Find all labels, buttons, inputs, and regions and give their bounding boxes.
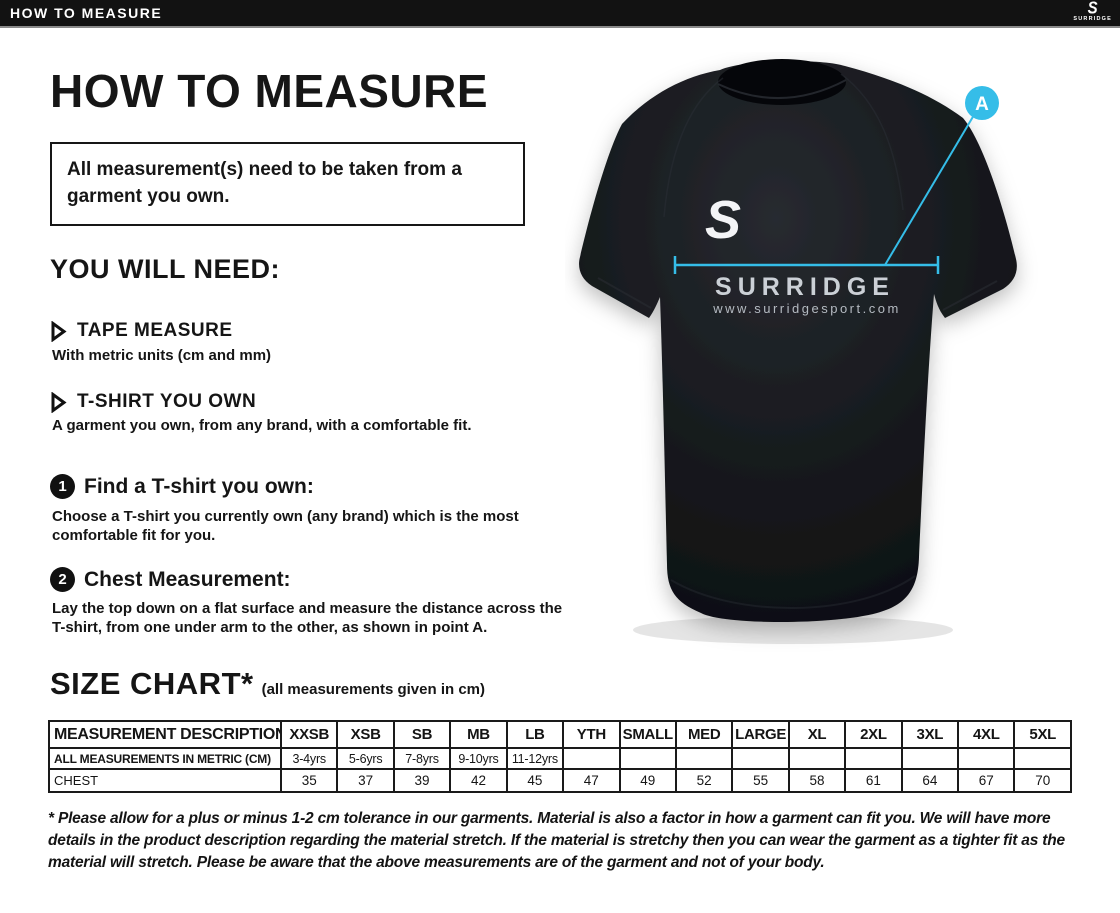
header-bar: HOW TO MEASURE S SURRIDGE — [0, 0, 1120, 28]
need-item-desc: With metric units (cm and mm) — [52, 347, 272, 364]
step-1: 1 Find a T-shirt you own: — [50, 474, 314, 499]
chest-value: 47 — [562, 768, 621, 793]
row-label: CHEST — [48, 768, 282, 793]
age-cell — [562, 747, 621, 770]
triangle-bullet-icon — [51, 320, 67, 342]
column-header: MED — [674, 720, 734, 749]
column-header: YTH — [562, 720, 621, 749]
disclaimer-text: * Please allow for a plus or minus 1-2 c… — [48, 810, 1065, 871]
left-cuff-seam — [597, 277, 652, 309]
step-2: 2 Chest Measurement: — [50, 567, 291, 592]
column-header: MEASUREMENT DESCRIPTION — [48, 720, 282, 749]
chest-value: 42 — [449, 768, 508, 793]
age-cell — [844, 747, 903, 770]
chest-value: 49 — [618, 768, 677, 793]
chest-value: 67 — [957, 768, 1016, 793]
age-cell — [674, 747, 734, 770]
chest-value: 70 — [1013, 768, 1072, 793]
size-chart-header-row: MEASUREMENT DESCRIPTION XXSB XSB SB MB L… — [48, 720, 1072, 749]
age-cell — [618, 747, 677, 770]
triangle-bullet-icon — [51, 391, 67, 413]
age-cell: 7-8yrs — [392, 747, 452, 770]
column-header: XL — [787, 720, 847, 749]
step-1-desc: Choose a T-shirt you currently own (any … — [52, 508, 519, 545]
step-2-title: Chest Measurement: — [84, 567, 291, 591]
chest-value: 52 — [674, 768, 734, 793]
chest-value: 55 — [731, 768, 790, 793]
shirt-brand-text: SURRIDGE — [715, 273, 895, 301]
step-1-title: Find a T-shirt you own: — [84, 474, 314, 498]
shirt-shadow — [633, 616, 953, 644]
marker-a-label: A — [975, 94, 989, 115]
size-chart-chest-row: CHEST 35 37 39 42 45 47 49 52 55 58 61 6… — [48, 768, 1072, 793]
need-item-desc: A garment you own, from any brand, with … — [52, 417, 472, 434]
chest-value: 39 — [392, 768, 452, 793]
page-title: HOW TO MEASURE — [50, 65, 489, 117]
column-header: SB — [392, 720, 452, 749]
age-cell: 5-6yrs — [336, 747, 395, 770]
step-2-number-badge: 2 — [50, 567, 75, 592]
column-header: 2XL — [844, 720, 903, 749]
chest-value: 37 — [336, 768, 395, 793]
age-cell: 3-4yrs — [279, 747, 339, 770]
hem-seam — [670, 575, 916, 609]
age-cell — [900, 747, 960, 770]
age-cell: 9-10yrs — [449, 747, 508, 770]
column-header: MB — [449, 720, 508, 749]
need-item-tape-measure: TAPE MEASURE — [50, 320, 233, 342]
row-label: ALL MEASUREMENTS IN METRIC (CM) — [48, 747, 282, 770]
notice-box: All measurement(s) need to be taken from… — [50, 142, 525, 226]
step-2-desc: Lay the top down on a flat surface and m… — [52, 600, 563, 637]
right-shoulder-seam — [840, 73, 904, 211]
size-chart-age-row: ALL MEASUREMENTS IN METRIC (CM) 3-4yrs 5… — [48, 747, 1072, 770]
column-header: LB — [505, 720, 565, 749]
age-cell — [957, 747, 1016, 770]
size-chart-heading: SIZE CHART* (all measurements given in c… — [50, 666, 485, 702]
surridge-logo-word: SURRIDGE — [1073, 16, 1112, 22]
chest-value: 45 — [505, 768, 565, 793]
surridge-logo: S SURRIDGE — [1073, 0, 1112, 23]
marker-a-circle — [965, 86, 999, 120]
chest-value: 58 — [787, 768, 847, 793]
chest-measurement-annotation: A — [673, 86, 999, 274]
marker-leader-line — [884, 114, 975, 266]
step-1-number-badge: 1 — [50, 474, 75, 499]
tshirt-svg: S SURRIDGE www.surridgesport.com A — [579, 59, 1017, 644]
column-header: XSB — [336, 720, 395, 749]
shirt-url-text: www.surridgesport.com — [712, 301, 901, 316]
age-cell: 11-12yrs — [505, 747, 565, 770]
column-header: SMALL — [618, 720, 677, 749]
column-header: 5XL — [1013, 720, 1072, 749]
column-header: 3XL — [900, 720, 960, 749]
chest-value: 64 — [900, 768, 960, 793]
column-header: XXSB — [279, 720, 339, 749]
chest-value: 35 — [279, 768, 339, 793]
surridge-logo-s-icon: S — [1087, 0, 1098, 19]
need-item-title: TAPE MEASURE — [77, 320, 233, 341]
you-will-need-heading: YOU WILL NEED: — [50, 254, 281, 284]
size-chart-title: SIZE CHART* — [50, 666, 254, 701]
shirt-body — [579, 61, 1017, 622]
size-chart-subtitle: (all measurements given in cm) — [261, 681, 485, 698]
header-title: HOW TO MEASURE — [10, 5, 163, 21]
left-shoulder-seam — [663, 77, 724, 218]
shirt-chest-logo-s-icon: S — [705, 190, 741, 250]
column-header: LARGE — [731, 720, 790, 749]
column-header: 4XL — [957, 720, 1016, 749]
collar-seam — [717, 79, 847, 99]
size-chart-table: MEASUREMENT DESCRIPTION XXSB XSB SB MB L… — [48, 720, 1072, 793]
chest-value: 61 — [844, 768, 903, 793]
age-cell — [1013, 747, 1072, 770]
tshirt-illustration: S SURRIDGE www.surridgesport.com A — [565, 52, 1070, 652]
need-item-tshirt: T-SHIRT YOU OWN — [50, 391, 256, 413]
notice-text: All measurement(s) need to be taken from… — [67, 159, 462, 207]
age-cell — [731, 747, 790, 770]
need-item-title: T-SHIRT YOU OWN — [77, 391, 257, 412]
age-cell — [787, 747, 847, 770]
right-cuff-seam — [942, 280, 998, 311]
